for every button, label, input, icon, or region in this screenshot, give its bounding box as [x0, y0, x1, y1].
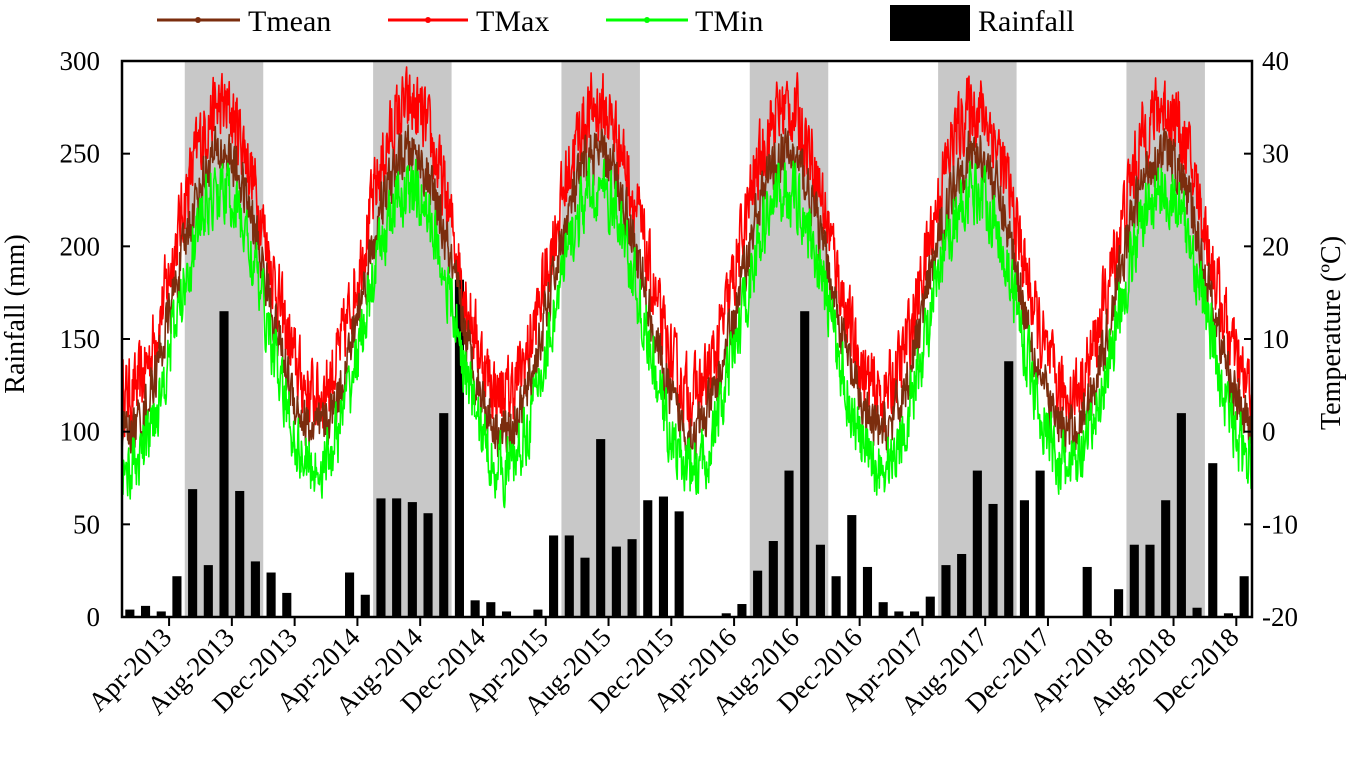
rainfall-bar [1161, 500, 1171, 617]
rainfall-bar [1208, 463, 1218, 617]
rainfall-bar [533, 609, 543, 617]
rainfall-bar [345, 572, 355, 617]
rainfall-bar [721, 613, 731, 617]
rainfall-bar [815, 544, 825, 617]
rainfall-bar [235, 490, 245, 617]
rainfall-bar [1019, 500, 1029, 617]
series-tmin-line [121, 157, 1253, 509]
x-axis: Apr-2013Aug-2013Dec-2013Apr-2014Aug-2014… [82, 617, 1245, 721]
series-tmax-line [121, 66, 1253, 438]
rainfall-bar [1035, 470, 1045, 617]
rainfall-bar [627, 539, 637, 617]
rainfall-bar [501, 611, 512, 617]
right-tick-label: 0 [1262, 417, 1276, 447]
right-tick-label: -10 [1262, 509, 1298, 539]
rainfall-bar [172, 576, 182, 617]
rainfall-bar [800, 311, 810, 617]
rainfall-bar [957, 553, 967, 617]
rainfall-bar [910, 611, 920, 617]
rainfall-bar [454, 279, 464, 617]
rainfall-bar [1192, 607, 1202, 617]
rainfall-bar [580, 557, 590, 617]
legend-rainfall-swatch [890, 5, 970, 41]
right-axis-title: Temperature (ºC) [1316, 236, 1347, 430]
rainfall-bar [878, 602, 888, 617]
rainfall-bar [360, 594, 370, 617]
rainfall-bar [188, 489, 198, 617]
rainfall-bar [988, 503, 998, 617]
rainfall-bar [486, 602, 496, 617]
rainfall-bar [470, 600, 480, 617]
legend: Tmean TMax TMin Rainfall [157, 5, 1075, 41]
rainfall-bar [423, 513, 433, 617]
rainfall-bar [611, 546, 621, 617]
right-axis: -20 -10 0 10 20 30 40 [1244, 46, 1298, 632]
rainfall-bar [972, 470, 982, 617]
rainfall-bar [768, 541, 778, 617]
rainfall-bar [1239, 576, 1249, 617]
right-tick-label: 40 [1262, 46, 1289, 76]
rainfall-bar [203, 565, 213, 617]
rainfall-bar [784, 470, 794, 617]
rainfall-bar [847, 515, 857, 617]
rainfall-bar [549, 535, 559, 617]
rainfall-bar [125, 609, 135, 617]
left-tick-label: 250 [60, 139, 101, 169]
rainfall-bar [439, 413, 449, 617]
rainfall-bar [596, 439, 606, 617]
legend-rainfall-label: Rainfall [978, 5, 1075, 38]
rainfall-bar [564, 535, 574, 617]
rainfall-bar [941, 565, 951, 617]
rainfall-bar [250, 561, 260, 617]
right-tick-label: 10 [1262, 324, 1289, 354]
right-tick-label: 20 [1262, 231, 1289, 261]
left-axis: 0 50 100 150 200 250 300 [60, 46, 130, 632]
rainfall-bar [282, 592, 292, 617]
left-axis-title: Rainfall (mm) [0, 234, 31, 393]
right-tick-label: -20 [1262, 602, 1298, 632]
rainfall-bar [266, 572, 276, 617]
rainfall-bar [862, 566, 873, 617]
rainfall-bars [125, 279, 1249, 617]
rainfall-bar [219, 311, 229, 617]
rainfall-bar [894, 611, 904, 617]
rainfall-bar [658, 496, 669, 617]
right-tick-label: 30 [1262, 139, 1289, 169]
rainfall-bar [1129, 544, 1139, 617]
rainfall-bar [1223, 613, 1234, 617]
left-tick-label: 100 [60, 417, 101, 447]
rainfall-bar [156, 611, 166, 617]
left-tick-label: 200 [60, 231, 101, 261]
rainfall-bar [1114, 589, 1124, 617]
legend-tmean-marker [195, 17, 201, 23]
left-tick-label: 0 [87, 602, 101, 632]
rainfall-bar [1145, 544, 1155, 617]
legend-tmax-label: TMax [476, 5, 549, 38]
rainfall-bar [407, 502, 417, 617]
rainfall-bar [1004, 361, 1014, 617]
rainfall-bar [1176, 413, 1186, 617]
legend-tmean-label: Tmean [248, 5, 331, 38]
rainfall-bar [392, 498, 402, 617]
rainfall-bar [643, 500, 653, 617]
rainfall-bar [674, 511, 684, 617]
left-tick-label: 50 [73, 509, 100, 539]
rainfall-bar [925, 596, 935, 617]
legend-tmin-marker [644, 17, 650, 23]
left-tick-label: 300 [60, 46, 101, 76]
rainfall-bar [140, 605, 151, 617]
rainfall-bar [737, 604, 747, 617]
temperature-lines [121, 66, 1253, 509]
legend-tmin-label: TMin [695, 5, 763, 38]
rainfall-bar [831, 576, 841, 617]
rainfall-bar [1082, 566, 1092, 617]
rainfall-bar [753, 570, 763, 617]
rainfall-bar [376, 498, 386, 617]
left-tick-label: 150 [60, 324, 101, 354]
legend-tmax-marker [425, 17, 431, 23]
